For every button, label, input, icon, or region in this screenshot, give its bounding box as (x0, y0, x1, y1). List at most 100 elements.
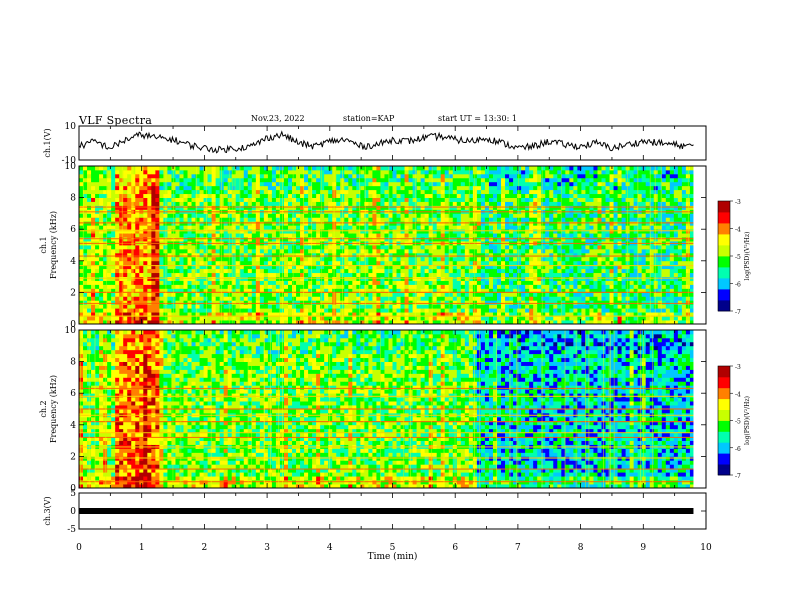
colorbar-cell (718, 278, 730, 281)
colorbar-cell (718, 418, 730, 421)
x-tick-label: 1 (139, 543, 145, 553)
ch1-waveform-line (78, 130, 694, 154)
y-tick-label: 2 (70, 288, 76, 298)
colorbar-cell (718, 396, 730, 400)
colorbar-cell (718, 246, 730, 250)
colorbar-cell (718, 285, 730, 288)
colorbar-cell (718, 456, 730, 460)
colorbar-cell (718, 213, 730, 217)
colorbar-cell (718, 298, 730, 301)
colorbar-cell (718, 300, 730, 303)
colorbar-cell (718, 385, 730, 389)
colorbar-cell (718, 435, 730, 438)
colorbar-cell (718, 373, 730, 376)
colorbar-cell (718, 292, 730, 295)
chart-title: VLF Spectra (79, 114, 153, 127)
colorbar-cell (718, 234, 730, 237)
colorbar-cell (718, 382, 730, 385)
colorbar-cell (718, 393, 730, 396)
colorbar-cell (718, 267, 730, 270)
y-tick-label: 10 (65, 326, 77, 336)
colorbar-cell (718, 265, 730, 268)
ch1-ylabel: ch.1(V) (43, 128, 52, 157)
colorbar-cell (718, 433, 730, 436)
x-tick-label: 9 (640, 543, 646, 553)
colorbar-tick-label: -4 (735, 227, 741, 234)
colorbar-cell (718, 464, 730, 467)
colorbar-cell (718, 367, 730, 371)
colorbar-cell (718, 438, 730, 441)
x-tick-label: 6 (452, 543, 458, 553)
colorbar-cell (718, 287, 730, 290)
colorbar-tick-label: -3 (735, 199, 741, 206)
colorbar-cell (718, 409, 730, 412)
colorbar-cell (718, 215, 730, 218)
colorbar-cell (718, 281, 730, 284)
colorbar-cell (718, 462, 730, 465)
colorbar-cell (718, 376, 730, 380)
colorbar-cell (718, 289, 730, 292)
colorbar-cell (718, 256, 730, 259)
ch3-waveform-line (79, 508, 694, 514)
x-tick-label: 8 (578, 543, 584, 553)
colorbar-cell (718, 204, 730, 207)
colorbar-cell (718, 395, 730, 398)
ch2-spectrogram (79, 330, 706, 488)
colorbar-cell (718, 257, 730, 261)
colorbar-tick-label: -5 (735, 419, 741, 426)
colorbar-cell (718, 263, 730, 266)
y-tick-label: 10 (65, 122, 77, 132)
x-tick-label: 7 (515, 543, 521, 553)
colorbar-cell (718, 237, 730, 240)
colorbar-cell (718, 402, 730, 405)
colorbar-cell (718, 226, 730, 229)
start-time-label: start UT = 13:30: 1 (438, 114, 517, 123)
colorbar-cell (718, 221, 730, 224)
y-tick-label: 8 (70, 358, 76, 368)
colorbar-cell (718, 243, 730, 246)
colorbar-cell (718, 431, 730, 434)
colorbar-cell (718, 250, 730, 253)
y-tick-label: -5 (67, 525, 76, 535)
colorbar-cell (718, 212, 730, 215)
colorbar-cell (718, 202, 730, 206)
colorbar-cell (718, 252, 730, 255)
colorbar-cell (718, 404, 730, 407)
ch2-spec-ylabel-unit: Frequency (kHz) (49, 375, 58, 443)
colorbar-cell (718, 465, 730, 469)
x-tick-label: 2 (202, 543, 208, 553)
colorbar-cell (718, 420, 730, 423)
colorbar-cell (718, 366, 730, 369)
colorbar-cell (718, 453, 730, 456)
colorbar-cell (718, 447, 730, 450)
colorbar-cell (718, 369, 730, 372)
colorbar-cell (718, 210, 730, 213)
y-tick-label: 10 (65, 162, 77, 172)
colorbar-cell (718, 442, 730, 445)
colorbar-cell (718, 398, 730, 401)
colorbar-cell (718, 451, 730, 454)
colorbar-tick-label: -7 (735, 473, 741, 480)
colorbar-cell (718, 208, 730, 211)
colorbar-cell (718, 416, 730, 420)
x-tick-label: 10 (700, 543, 712, 553)
x-tick-label: 0 (76, 543, 82, 553)
y-tick-label: 2 (70, 452, 76, 462)
y-tick-label: 5 (70, 489, 76, 499)
colorbar-cell (718, 389, 730, 392)
colorbar-cell (718, 445, 730, 449)
colorbar-cell (718, 219, 730, 222)
colorbar-cell (718, 201, 730, 204)
colorbar-cell (718, 230, 730, 233)
y-tick-label: 6 (70, 389, 76, 399)
x-tick-label: 4 (327, 543, 333, 553)
colorbar-cell (718, 467, 730, 470)
ch2-spec-ylabel: ch.2 (39, 400, 48, 417)
colorbar-cell (718, 440, 730, 443)
colorbar-cell (718, 239, 730, 242)
colorbar-cell (718, 411, 730, 414)
colorbar-cell (718, 245, 730, 248)
colorbar-cell (718, 307, 730, 310)
station-label: station=KAP (343, 114, 395, 123)
colorbar-cell (718, 425, 730, 429)
